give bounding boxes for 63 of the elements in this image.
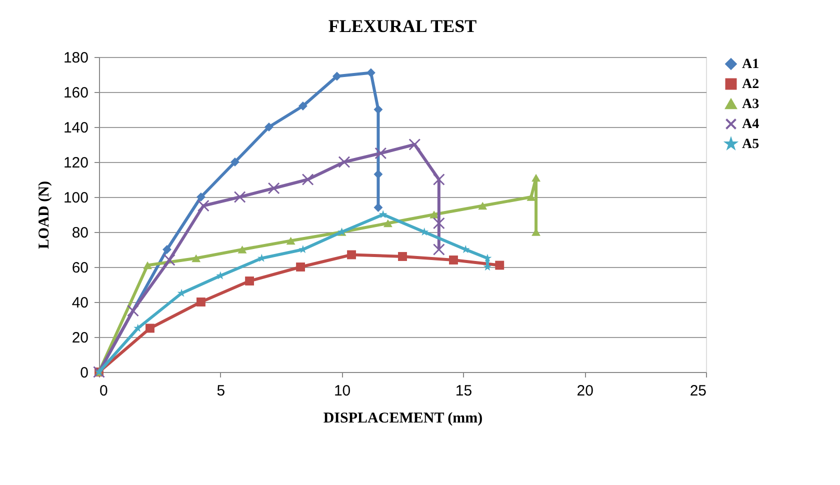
point <box>298 102 308 110</box>
point <box>432 217 445 230</box>
y-tick-label: 100 <box>63 190 88 206</box>
point <box>234 191 246 203</box>
point <box>196 192 206 202</box>
point <box>526 193 536 201</box>
legend-label: A1 <box>742 57 760 72</box>
point <box>143 261 152 270</box>
y-tick-label: 0 <box>80 364 88 382</box>
legend-label: A4 <box>742 117 760 132</box>
x-tick-label: 0 <box>100 382 108 400</box>
y-tick-label: 160 <box>63 84 88 102</box>
point <box>432 174 445 186</box>
y-tick-label: 120 <box>63 154 88 172</box>
point <box>366 68 376 78</box>
x-axis-title: DISPLACEMENT (mm) <box>323 410 483 426</box>
x-tick-label: 5 <box>216 382 226 400</box>
point <box>264 122 274 132</box>
point <box>374 203 383 212</box>
point <box>374 105 383 114</box>
point <box>478 202 488 210</box>
x-tick-label: 15 <box>455 382 472 400</box>
point <box>338 156 350 168</box>
point <box>383 219 392 228</box>
point <box>408 138 421 150</box>
legend-label: A3 <box>742 97 760 112</box>
point <box>347 250 356 260</box>
point <box>163 254 176 266</box>
chart-title: FLEXURAL TEST <box>328 16 477 36</box>
legend-label: A5 <box>742 137 760 152</box>
point <box>245 276 254 286</box>
point <box>230 158 240 166</box>
y-tick-label: 60 <box>72 260 88 276</box>
point <box>162 245 172 254</box>
legend-label: A2 <box>742 77 760 92</box>
point <box>268 182 280 194</box>
y-tick-label: 40 <box>72 294 88 312</box>
point <box>302 174 314 186</box>
y-tick-label: 20 <box>72 330 88 346</box>
point <box>332 72 342 81</box>
point <box>197 200 210 212</box>
point <box>449 256 458 264</box>
x-tick-label: 20 <box>576 382 594 400</box>
point <box>432 244 445 256</box>
y-axis-title: LOAD (N) <box>36 181 52 249</box>
y-tick-label: 80 <box>72 224 88 242</box>
point <box>238 246 247 254</box>
point <box>495 260 504 270</box>
point <box>532 174 541 182</box>
y-tick-label: 140 <box>63 120 88 136</box>
point <box>127 304 139 317</box>
point <box>398 252 407 261</box>
point <box>286 236 296 245</box>
x-tick-label: 25 <box>690 382 706 400</box>
point <box>374 147 387 160</box>
point <box>296 262 305 272</box>
point <box>378 210 388 218</box>
point <box>196 298 206 306</box>
point <box>192 254 201 262</box>
point <box>146 324 154 333</box>
y-tick-label: 180 <box>63 50 88 66</box>
x-tick-label: 10 <box>334 382 351 400</box>
point <box>134 324 142 332</box>
